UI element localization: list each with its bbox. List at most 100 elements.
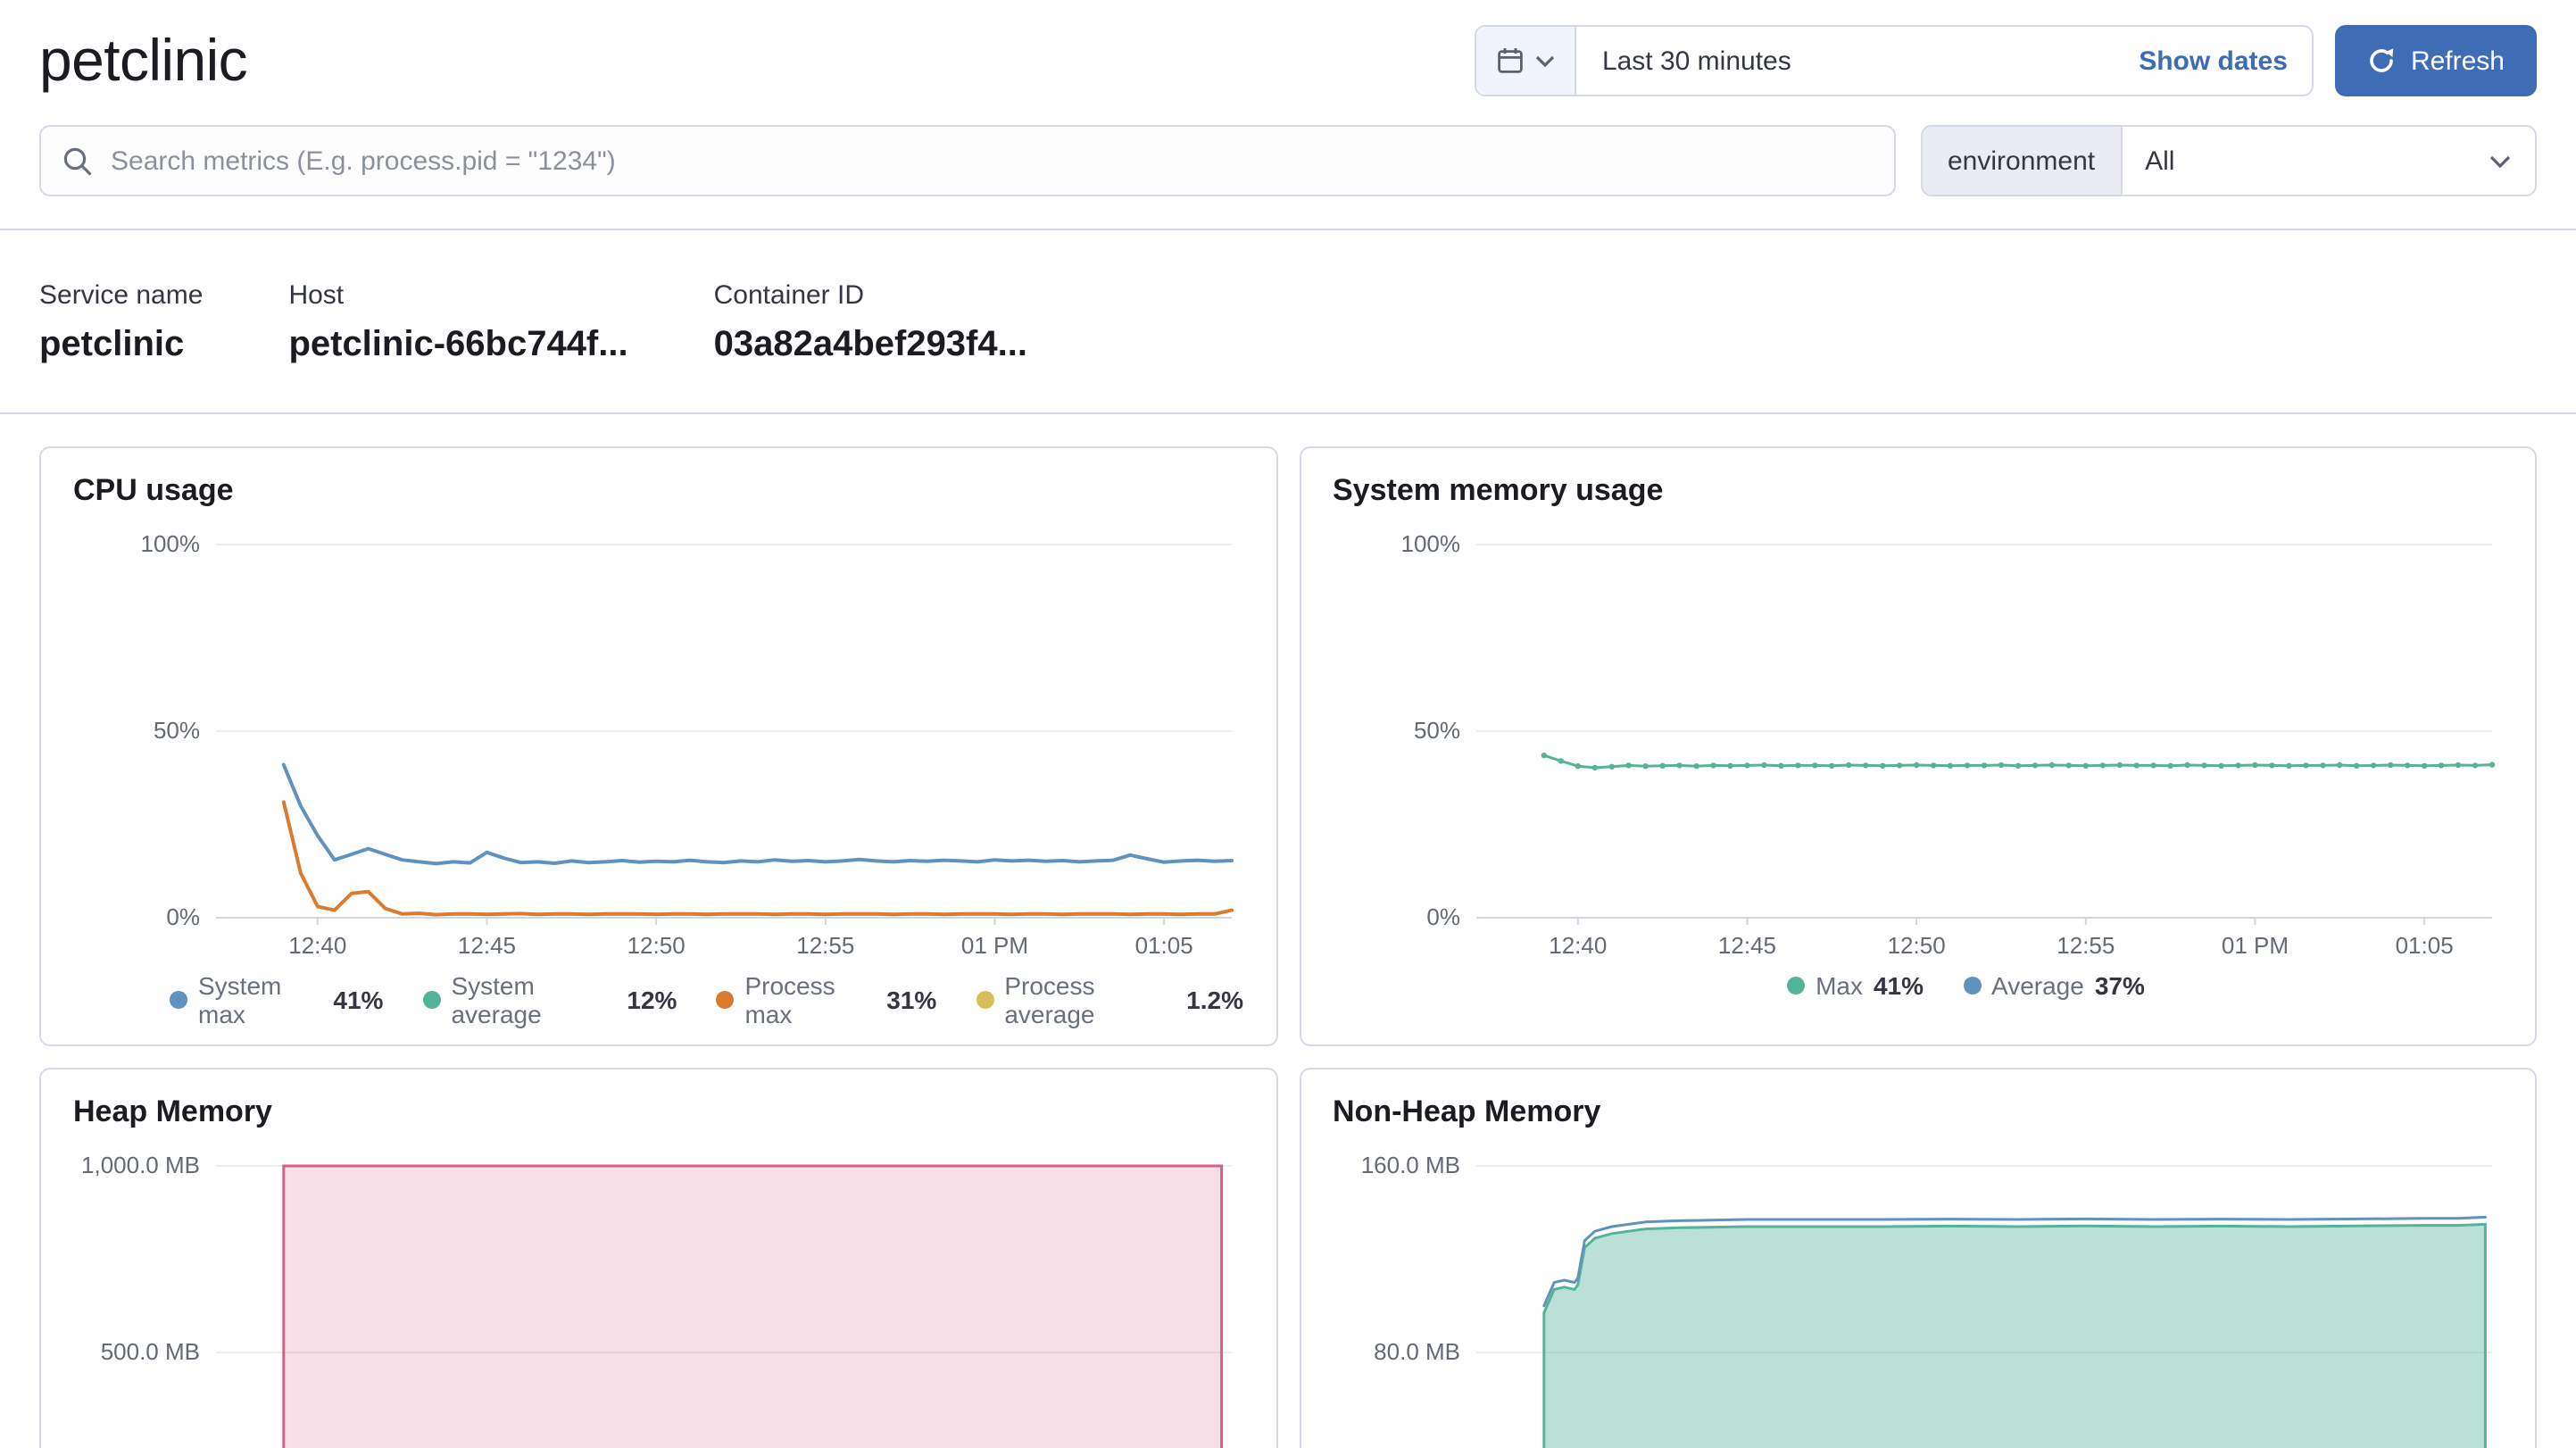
meta-label: Host: [288, 280, 345, 311]
x-tick-label: 01 PM: [961, 932, 1028, 959]
legend-series-value: 37%: [2094, 971, 2145, 1000]
point-marker: [1811, 762, 1817, 769]
point-marker: [1777, 762, 1783, 769]
point-marker: [1760, 761, 1766, 769]
x-tick-label: 12:45: [458, 932, 516, 959]
refresh-button-label: Refresh: [2410, 46, 2505, 76]
line-series: [281, 800, 1234, 917]
date-quick-select-button[interactable]: [1476, 27, 1577, 95]
point-marker: [2065, 762, 2071, 769]
legend-series-value: 1.2%: [1186, 986, 1243, 1014]
meta-service-name: Service name petclinic: [39, 280, 203, 366]
point-marker: [1540, 753, 1546, 759]
point-marker: [1997, 761, 2004, 769]
search-metrics-input[interactable]: [111, 146, 1873, 176]
charts-grid: CPU usage 100% 50% 0% 12:40 12:45 12:50 12:55 0…: [0, 414, 2576, 1448]
legend-item[interactable]: Process average 1.2%: [976, 971, 1243, 1028]
y-tick-label: 1,000.0 MB: [81, 1152, 200, 1178]
x-tick-label: 12:50: [627, 932, 686, 959]
panel-title: CPU usage: [73, 473, 234, 507]
legend-series-label: System max: [198, 971, 282, 1028]
non-heap-memory-chart: 160.0 MB 80.0 MB: [1360, 1152, 2491, 1448]
meta-host: Host petclinic-66bc744f...: [288, 280, 627, 366]
meta-label: Service name: [39, 280, 204, 311]
point-marker: [1946, 762, 1953, 769]
point-marker: [2166, 762, 2173, 769]
line-series: [281, 762, 1234, 866]
point-marker: [1608, 763, 1614, 770]
search-row: environment All: [0, 96, 2576, 196]
point-marker: [1896, 762, 1902, 769]
point-marker: [2488, 761, 2495, 768]
point-marker: [1675, 762, 1682, 769]
super-date-picker: Last 30 minutes Show dates: [1475, 25, 2314, 96]
non-heap-memory-panel: Non-Heap Memory 160.0 MB 80.0 MB: [1299, 1068, 2537, 1448]
point-marker: [1862, 762, 1868, 769]
point-marker: [1591, 764, 1597, 771]
legend-series-value: 41%: [1873, 971, 1924, 1000]
point-marker: [1963, 762, 1970, 769]
legend-series-value: 41%: [333, 986, 384, 1014]
y-tick-label: 0%: [166, 903, 200, 930]
area-outline: [282, 1164, 1224, 1448]
point-marker: [2149, 762, 2156, 769]
point-marker: [1709, 762, 1716, 769]
legend-item[interactable]: System max 41%: [170, 971, 383, 1028]
point-marker: [2387, 761, 2393, 769]
point-marker: [2048, 761, 2054, 769]
legend-item[interactable]: Process max 31%: [716, 971, 936, 1028]
point-marker: [2031, 762, 2038, 769]
cpu-usage-chart: 100% 50% 0% 12:40 12:45 12:50 12:55 01 PM 01:05: [141, 530, 1234, 959]
meta-value: 03a82a4bef293f4...: [713, 325, 1027, 364]
point-marker: [2251, 761, 2257, 769]
service-metadata: Service name petclinic Host petclinic-66…: [0, 230, 2576, 412]
cpu-usage-legend: System max 41% System average 12% Process ma…: [73, 971, 1243, 1028]
system-memory-usage-panel: System memory usage 100% 50% 0% 12:40 12:45 1…: [1299, 446, 2537, 1046]
legend-series-dot: [976, 991, 994, 1009]
divider: [0, 412, 2576, 414]
point-marker: [2471, 762, 2478, 769]
search-icon: [62, 146, 93, 176]
y-tick-label: 100%: [1400, 530, 1460, 557]
panel-title: Heap Memory: [73, 1094, 272, 1128]
legend-item[interactable]: Max 41%: [1787, 971, 1924, 1000]
point-marker: [1913, 761, 1919, 769]
date-controls: Last 30 minutes Show dates Refresh: [1475, 25, 2537, 96]
legend-item[interactable]: System average 12%: [422, 971, 677, 1028]
environment-filter: environment All: [1921, 125, 2537, 196]
y-tick-label: 50%: [154, 717, 200, 744]
date-range-button[interactable]: Last 30 minutes: [1601, 46, 1791, 76]
system-memory-usage-chart: 100% 50% 0% 12:40 12:45 12:50 12:55 01 PM 01:05: [1400, 530, 2495, 959]
environment-filter-select[interactable]: All: [2122, 127, 2535, 195]
x-tick-label: 12:55: [2056, 932, 2114, 959]
point-marker: [1557, 758, 1563, 764]
point-marker: [2285, 762, 2291, 769]
legend-series-value: 12%: [627, 986, 677, 1014]
show-dates-link[interactable]: Show dates: [2139, 46, 2288, 76]
legend-item[interactable]: Average 37%: [1963, 971, 2145, 1000]
calendar-icon: [1497, 46, 1525, 75]
x-tick-label: 12:50: [1887, 932, 1945, 959]
legend-series-dot: [170, 991, 187, 1009]
point-marker: [2217, 762, 2223, 769]
panel-title: Non-Heap Memory: [1333, 1094, 1601, 1128]
x-tick-label: 01:05: [2395, 932, 2453, 959]
y-tick-label: 0%: [1425, 903, 1459, 930]
meta-value: petclinic: [39, 325, 185, 364]
refresh-button[interactable]: Refresh: [2335, 25, 2537, 96]
legend-series-label: Process average: [1004, 971, 1095, 1028]
point-marker: [1641, 763, 1648, 770]
legend-series-dot: [1787, 977, 1806, 994]
legend-series-label: System average: [451, 971, 542, 1028]
heap-memory-panel: Heap Memory 1,000.0 MB 500.0 MB: [39, 1068, 1277, 1448]
point-marker: [1930, 762, 1936, 769]
point-marker: [1828, 762, 1834, 769]
point-marker: [1794, 762, 1800, 769]
environment-filter-value: All: [2145, 146, 2175, 176]
point-marker: [1879, 762, 1885, 769]
point-marker: [2437, 762, 2444, 769]
y-tick-label: 160.0 MB: [1360, 1152, 1459, 1178]
legend-series-dot: [716, 991, 735, 1009]
point-marker: [2353, 762, 2359, 769]
